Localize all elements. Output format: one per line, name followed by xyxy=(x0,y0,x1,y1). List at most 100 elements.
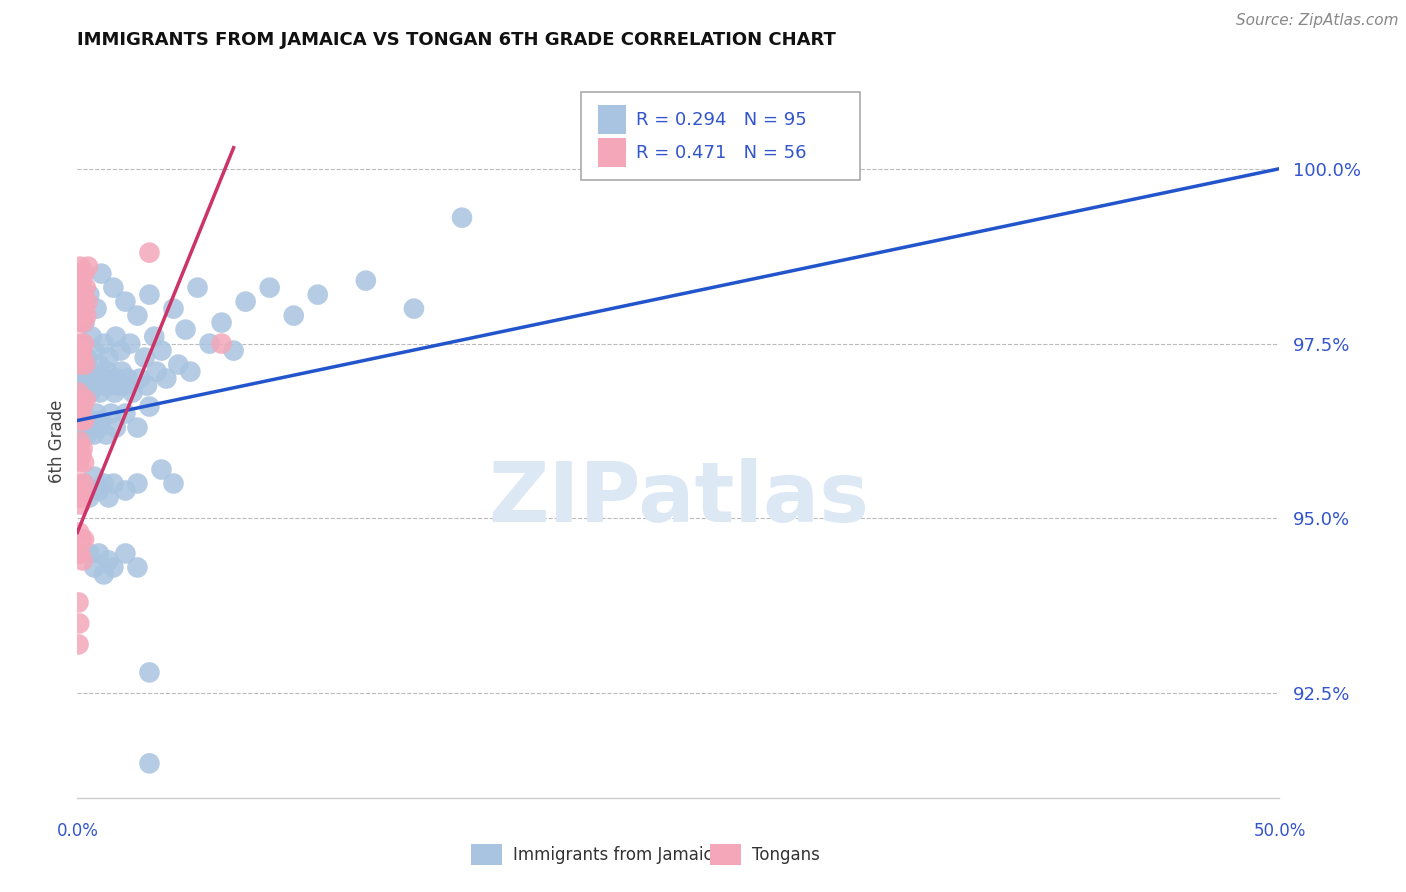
Point xyxy=(101,371,124,385)
Point xyxy=(76,427,98,442)
Point xyxy=(108,378,131,392)
Point xyxy=(70,274,93,288)
Point xyxy=(77,371,100,385)
Point xyxy=(82,365,104,379)
Point xyxy=(72,351,94,365)
Point xyxy=(283,309,305,323)
Point xyxy=(402,301,425,316)
Point xyxy=(114,294,136,309)
Point xyxy=(167,358,190,372)
Point xyxy=(75,392,97,407)
Point xyxy=(104,329,127,343)
Point xyxy=(69,301,91,316)
Point xyxy=(79,491,101,505)
Point xyxy=(73,301,96,316)
Point xyxy=(70,309,93,323)
Point xyxy=(70,413,93,427)
Text: Source: ZipAtlas.com: Source: ZipAtlas.com xyxy=(1236,13,1399,29)
Point xyxy=(179,365,201,379)
Point xyxy=(93,476,115,491)
Point xyxy=(307,287,329,301)
Point xyxy=(138,245,160,260)
Point xyxy=(73,358,96,372)
Point xyxy=(103,476,125,491)
Text: 0.0%: 0.0% xyxy=(56,822,98,840)
Point xyxy=(72,442,94,456)
Point xyxy=(138,756,160,771)
Point xyxy=(98,378,121,392)
Point xyxy=(103,280,125,294)
Point xyxy=(67,316,90,330)
Point xyxy=(83,343,105,358)
Point xyxy=(79,546,101,560)
Point xyxy=(72,400,94,414)
Point xyxy=(72,491,94,505)
Text: R = 0.294   N = 95: R = 0.294 N = 95 xyxy=(636,111,806,128)
Point xyxy=(143,329,166,343)
Point xyxy=(70,483,93,498)
Point xyxy=(97,351,120,365)
Point xyxy=(73,533,96,547)
Point xyxy=(75,280,97,294)
Text: R = 0.471   N = 56: R = 0.471 N = 56 xyxy=(636,144,806,161)
Point xyxy=(73,336,96,351)
Point xyxy=(73,476,96,491)
Point xyxy=(128,371,150,385)
Point xyxy=(73,316,96,330)
Point xyxy=(150,462,173,476)
Point xyxy=(127,309,149,323)
Point xyxy=(67,407,90,421)
Point xyxy=(117,371,139,385)
Point xyxy=(72,553,94,567)
Point xyxy=(67,385,90,400)
Point xyxy=(211,336,233,351)
Point xyxy=(70,449,93,463)
Text: 50.0%: 50.0% xyxy=(1253,822,1306,840)
Point xyxy=(69,260,91,274)
Point xyxy=(127,420,149,434)
Point xyxy=(80,329,103,343)
Point xyxy=(93,336,115,351)
Point xyxy=(79,287,101,301)
Point xyxy=(79,385,101,400)
Point xyxy=(67,595,90,609)
Point xyxy=(121,385,143,400)
Point xyxy=(138,665,160,680)
Point xyxy=(94,378,117,392)
Y-axis label: 6th Grade: 6th Grade xyxy=(48,400,66,483)
Point xyxy=(145,365,167,379)
Point xyxy=(114,546,136,560)
Point xyxy=(70,371,93,385)
Point xyxy=(73,413,96,427)
Point xyxy=(451,211,474,225)
Point xyxy=(87,483,110,498)
Text: Immigrants from Jamaica: Immigrants from Jamaica xyxy=(513,846,723,863)
Point xyxy=(67,456,90,470)
Point xyxy=(70,533,93,547)
Point xyxy=(67,491,90,505)
Point xyxy=(138,287,160,301)
Point xyxy=(222,343,245,358)
Point xyxy=(79,420,101,434)
Point xyxy=(105,371,128,385)
Point xyxy=(90,267,112,281)
Point xyxy=(83,469,105,483)
Point xyxy=(67,336,90,351)
Point xyxy=(86,301,108,316)
Point xyxy=(112,378,135,392)
Point xyxy=(155,371,177,385)
Point xyxy=(100,407,122,421)
Point xyxy=(67,616,90,631)
Text: Tongans: Tongans xyxy=(752,846,820,863)
Point xyxy=(75,378,97,392)
Point xyxy=(104,385,127,400)
Point xyxy=(67,476,90,491)
Point xyxy=(134,351,156,365)
Point xyxy=(69,434,91,449)
Point xyxy=(73,476,96,491)
Point xyxy=(80,413,103,427)
Point xyxy=(97,491,120,505)
Point xyxy=(69,392,91,407)
Point xyxy=(354,274,377,288)
Point xyxy=(198,336,221,351)
